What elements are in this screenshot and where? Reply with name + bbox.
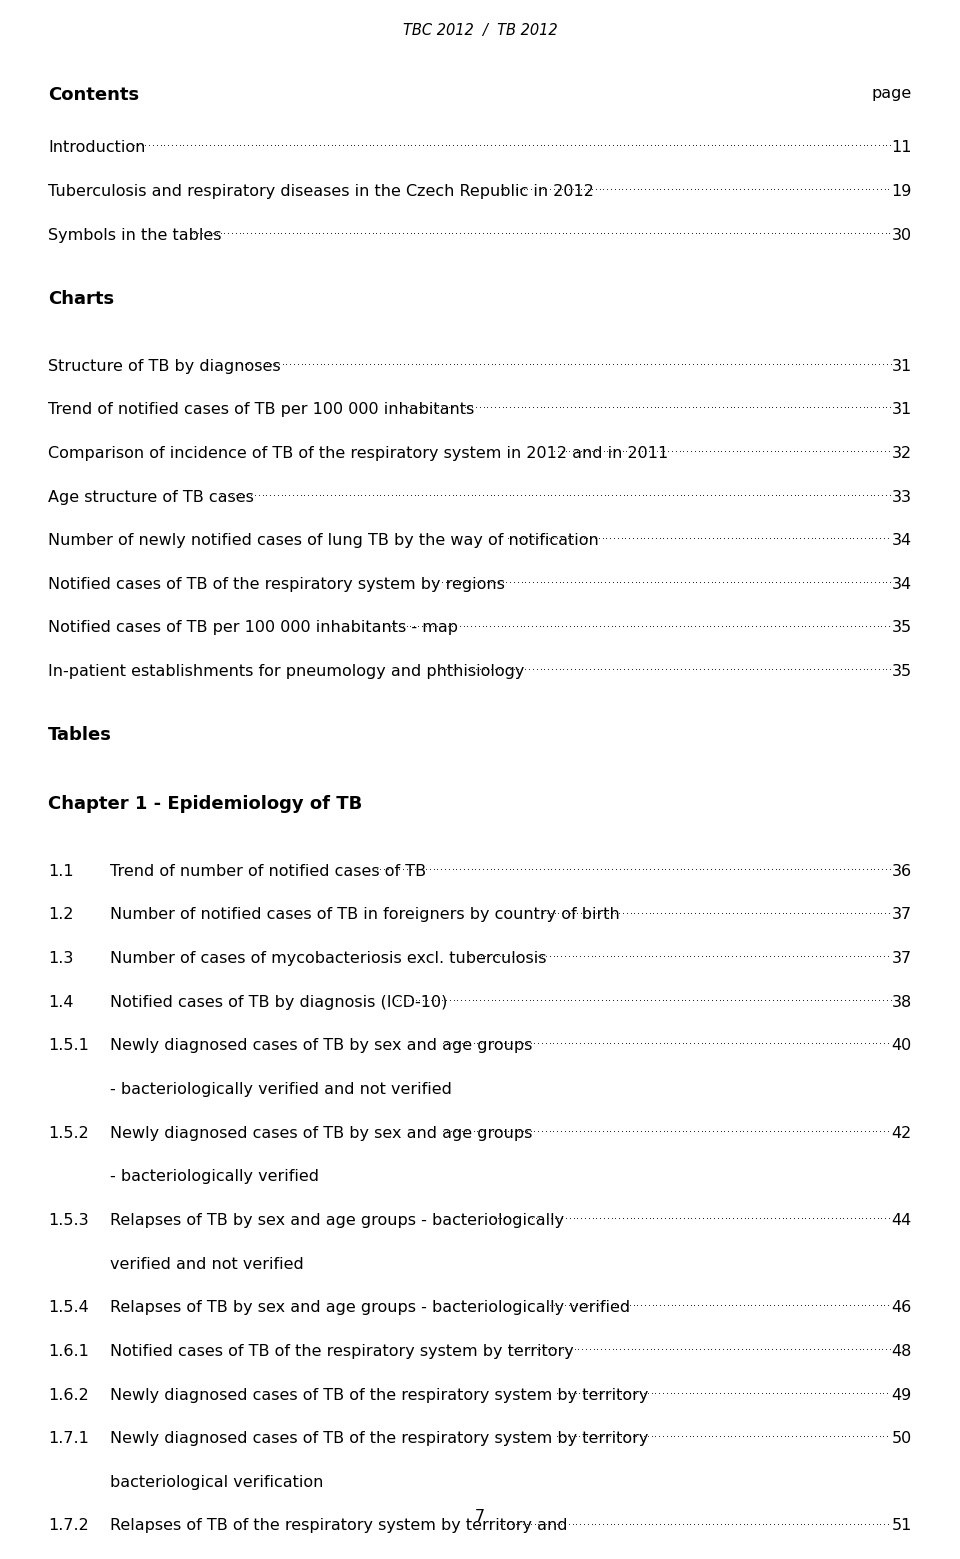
Text: Introduction: Introduction: [48, 140, 145, 156]
Text: 1.6.2: 1.6.2: [48, 1388, 88, 1403]
Text: 32: 32: [892, 446, 912, 461]
Text: 1.7.2: 1.7.2: [48, 1518, 88, 1534]
Text: Trend of number of notified cases of TB: Trend of number of notified cases of TB: [110, 864, 426, 879]
Text: 35: 35: [892, 664, 912, 680]
Text: Symbols in the tables: Symbols in the tables: [48, 228, 222, 243]
Text: 1.3: 1.3: [48, 951, 73, 967]
Text: 31: 31: [892, 359, 912, 374]
Text: - bacteriologically verified and not verified: - bacteriologically verified and not ver…: [110, 1082, 452, 1098]
Text: 51: 51: [892, 1518, 912, 1534]
Text: Notified cases of TB of the respiratory system by territory: Notified cases of TB of the respiratory …: [110, 1344, 574, 1359]
Text: Relapses of TB by sex and age groups - bacteriologically: Relapses of TB by sex and age groups - b…: [110, 1213, 564, 1228]
Text: page: page: [872, 86, 912, 101]
Text: bacteriological verification: bacteriological verification: [110, 1475, 324, 1490]
Text: 1.5.1: 1.5.1: [48, 1038, 89, 1054]
Text: 1.4: 1.4: [48, 995, 74, 1010]
Text: 35: 35: [892, 620, 912, 636]
Text: 42: 42: [892, 1126, 912, 1141]
Text: Tuberculosis and respiratory diseases in the Czech Republic in 2012: Tuberculosis and respiratory diseases in…: [48, 184, 594, 200]
Text: 19: 19: [892, 184, 912, 200]
Text: 1.1: 1.1: [48, 864, 74, 879]
Text: Notified cases of TB per 100 000 inhabitants - map: Notified cases of TB per 100 000 inhabit…: [48, 620, 458, 636]
Text: Newly diagnosed cases of TB by sex and age groups: Newly diagnosed cases of TB by sex and a…: [110, 1126, 533, 1141]
Text: 30: 30: [892, 228, 912, 243]
Text: 37: 37: [892, 907, 912, 923]
Text: Structure of TB by diagnoses: Structure of TB by diagnoses: [48, 359, 280, 374]
Text: Trend of notified cases of TB per 100 000 inhabitants: Trend of notified cases of TB per 100 00…: [48, 402, 474, 418]
Text: 1.5.3: 1.5.3: [48, 1213, 88, 1228]
Text: 49: 49: [892, 1388, 912, 1403]
Text: 34: 34: [892, 577, 912, 592]
Text: 33: 33: [892, 490, 912, 505]
Text: Tables: Tables: [48, 726, 112, 745]
Text: - bacteriologically verified: - bacteriologically verified: [110, 1169, 320, 1185]
Text: TBC 2012  /  TB 2012: TBC 2012 / TB 2012: [402, 23, 558, 39]
Text: 1.5.4: 1.5.4: [48, 1300, 88, 1316]
Text: 11: 11: [892, 140, 912, 156]
Text: Relapses of TB of the respiratory system by territory and: Relapses of TB of the respiratory system…: [110, 1518, 568, 1534]
Text: Newly diagnosed cases of TB of the respiratory system by territory: Newly diagnosed cases of TB of the respi…: [110, 1388, 649, 1403]
Text: 1.6.1: 1.6.1: [48, 1344, 89, 1359]
Text: 34: 34: [892, 533, 912, 549]
Text: Chapter 1 - Epidemiology of TB: Chapter 1 - Epidemiology of TB: [48, 795, 362, 814]
Text: Notified cases of TB of the respiratory system by regions: Notified cases of TB of the respiratory …: [48, 577, 505, 592]
Text: 1.7.1: 1.7.1: [48, 1431, 89, 1447]
Text: 1.2: 1.2: [48, 907, 74, 923]
Text: Relapses of TB by sex and age groups - bacteriologically verified: Relapses of TB by sex and age groups - b…: [110, 1300, 631, 1316]
Text: Number of newly notified cases of lung TB by the way of notification: Number of newly notified cases of lung T…: [48, 533, 599, 549]
Text: 38: 38: [892, 995, 912, 1010]
Text: 31: 31: [892, 402, 912, 418]
Text: verified and not verified: verified and not verified: [110, 1257, 304, 1272]
Text: In-patient establishments for pneumology and phthisiology: In-patient establishments for pneumology…: [48, 664, 524, 680]
Text: 7: 7: [475, 1509, 485, 1525]
Text: 37: 37: [892, 951, 912, 967]
Text: 48: 48: [892, 1344, 912, 1359]
Text: Comparison of incidence of TB of the respiratory system in 2012 and in 2011: Comparison of incidence of TB of the res…: [48, 446, 668, 461]
Text: Number of cases of mycobacteriosis excl. tuberculosis: Number of cases of mycobacteriosis excl.…: [110, 951, 547, 967]
Text: 44: 44: [892, 1213, 912, 1228]
Text: Newly diagnosed cases of TB of the respiratory system by territory: Newly diagnosed cases of TB of the respi…: [110, 1431, 649, 1447]
Text: 46: 46: [892, 1300, 912, 1316]
Text: Contents: Contents: [48, 86, 139, 104]
Text: Age structure of TB cases: Age structure of TB cases: [48, 490, 253, 505]
Text: 50: 50: [892, 1431, 912, 1447]
Text: 36: 36: [892, 864, 912, 879]
Text: Number of notified cases of TB in foreigners by country of birth: Number of notified cases of TB in foreig…: [110, 907, 620, 923]
Text: 40: 40: [892, 1038, 912, 1054]
Text: Newly diagnosed cases of TB by sex and age groups: Newly diagnosed cases of TB by sex and a…: [110, 1038, 533, 1054]
Text: Notified cases of TB by diagnosis (ICD-10): Notified cases of TB by diagnosis (ICD-1…: [110, 995, 447, 1010]
Text: Charts: Charts: [48, 290, 114, 309]
Text: 1.5.2: 1.5.2: [48, 1126, 88, 1141]
